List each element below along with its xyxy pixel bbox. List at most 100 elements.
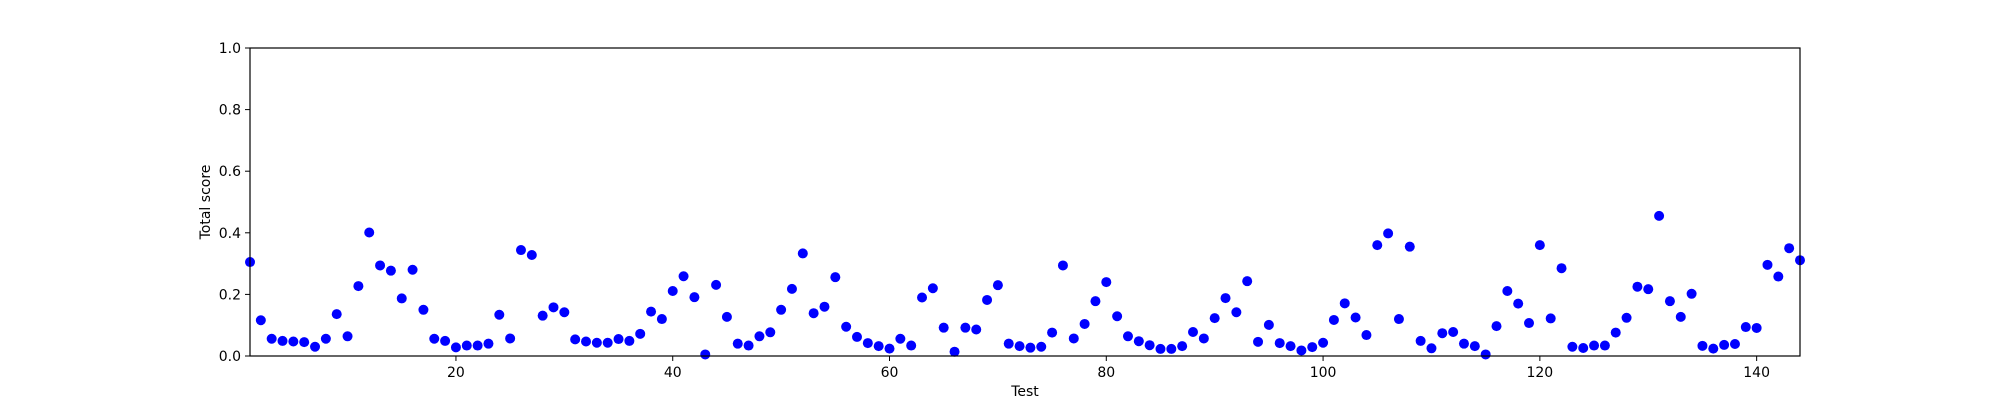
y-tick-label: 0.4 <box>219 226 241 242</box>
x-tick-label: 140 <box>1743 365 1770 381</box>
data-point <box>808 308 819 319</box>
data-point <box>1112 311 1123 322</box>
data-point <box>407 264 418 275</box>
data-point <box>1513 298 1524 309</box>
data-point <box>1491 321 1502 332</box>
data-point <box>927 283 938 294</box>
data-point <box>1068 333 1079 344</box>
data-point <box>1361 330 1372 341</box>
data-point <box>830 272 841 283</box>
data-point <box>418 304 429 315</box>
data-point <box>992 280 1003 291</box>
data-point <box>342 331 353 342</box>
data-point <box>1155 343 1166 354</box>
data-point <box>678 271 689 282</box>
data-point <box>299 337 310 348</box>
data-point <box>1556 263 1567 274</box>
data-point <box>320 333 331 344</box>
data-point <box>310 341 321 352</box>
y-tick-label: 0.2 <box>219 287 241 303</box>
data-point <box>1144 340 1155 351</box>
data-point <box>1458 338 1469 349</box>
data-point <box>1296 345 1307 356</box>
data-point <box>505 333 516 344</box>
data-point <box>1025 342 1036 353</box>
data-point <box>537 310 548 321</box>
data-point <box>1036 341 1047 352</box>
data-point <box>331 309 342 320</box>
y-tick-label: 1.0 <box>219 41 241 57</box>
data-point <box>559 307 570 318</box>
data-point <box>819 301 830 312</box>
data-point <box>743 340 754 351</box>
data-point <box>277 335 288 346</box>
data-point <box>266 333 277 344</box>
data-point <box>851 331 862 342</box>
data-point <box>1664 296 1675 307</box>
data-point <box>624 335 635 346</box>
data-point <box>765 327 776 338</box>
data-point <box>1469 341 1480 352</box>
data-point <box>1188 326 1199 337</box>
data-point <box>711 279 722 290</box>
data-point <box>786 283 797 294</box>
y-tick-label: 0.8 <box>219 103 241 119</box>
data-point <box>429 333 440 344</box>
data-point <box>353 281 364 292</box>
data-point <box>656 314 667 325</box>
data-point <box>1047 327 1058 338</box>
data-point <box>1242 276 1253 287</box>
data-point <box>1177 341 1188 352</box>
data-point <box>1610 327 1621 338</box>
data-point <box>960 322 971 333</box>
data-point <box>613 334 624 345</box>
data-point <box>1502 286 1513 297</box>
data-point <box>1372 240 1383 251</box>
data-point <box>1220 293 1231 304</box>
data-point <box>1307 342 1318 353</box>
data-points <box>245 210 1805 360</box>
data-point <box>570 334 581 345</box>
data-point <box>1675 311 1686 322</box>
data-point <box>1534 240 1545 251</box>
data-point <box>1166 343 1177 354</box>
data-point <box>548 302 559 313</box>
data-point <box>895 333 906 344</box>
data-point <box>1328 314 1339 325</box>
data-point <box>1393 314 1404 325</box>
data-point <box>396 293 407 304</box>
data-point <box>1697 340 1708 351</box>
data-point <box>602 337 613 348</box>
data-point <box>1448 326 1459 337</box>
data-point <box>1209 313 1220 324</box>
data-point <box>982 294 993 305</box>
data-point <box>938 322 949 333</box>
y-axis-ticks: 0.0 0.2 0.4 0.6 0.8 1.0 <box>219 41 250 365</box>
data-point <box>689 292 700 303</box>
data-point <box>862 338 873 349</box>
data-point <box>1079 318 1090 329</box>
data-point <box>581 336 592 347</box>
data-point <box>1415 335 1426 346</box>
data-point <box>1729 338 1740 349</box>
data-point <box>591 337 602 348</box>
y-tick-label: 0.0 <box>219 349 241 365</box>
data-point <box>375 260 386 271</box>
data-point <box>1350 312 1361 323</box>
data-point <box>635 328 646 339</box>
data-point <box>385 265 396 276</box>
plot-frame <box>249 47 1801 357</box>
x-tick-label: 60 <box>881 365 899 381</box>
data-point <box>472 340 483 351</box>
data-point <box>1589 340 1600 351</box>
data-point <box>1122 331 1133 342</box>
data-point <box>526 249 537 260</box>
data-point <box>364 227 375 238</box>
data-point <box>1545 313 1556 324</box>
data-point <box>1057 260 1068 271</box>
data-point <box>884 343 895 354</box>
data-point <box>1719 339 1730 350</box>
x-tick-label: 20 <box>447 365 465 381</box>
data-point <box>1014 341 1025 352</box>
